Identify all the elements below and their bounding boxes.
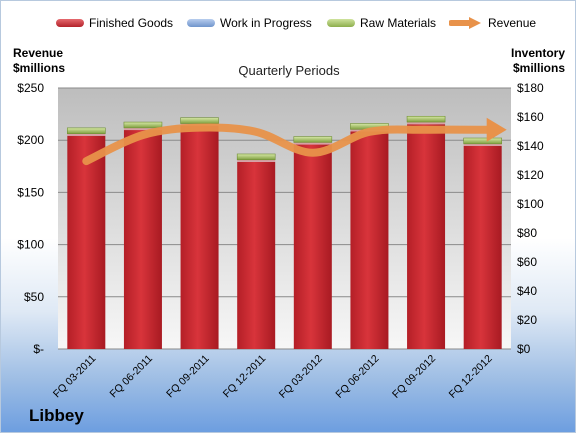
- chart-title: Quarterly Periods: [238, 63, 340, 78]
- right-axis-label-line2: $millions: [512, 61, 565, 75]
- legend-item-revenue: Revenue: [449, 16, 536, 30]
- bar-raw-materials: [67, 127, 106, 134]
- left-axis-label-line2: $millions: [13, 61, 66, 75]
- x-tick-label: FQ 03-2011: [51, 353, 99, 401]
- right-tick-label: $140: [517, 139, 544, 153]
- x-tick-label: FQ 06-2011: [107, 353, 155, 401]
- right-tick-label: $100: [517, 197, 544, 211]
- legend-swatch-finished: [56, 19, 84, 27]
- bar-raw-materials: [180, 117, 219, 124]
- bar-finished-goods: [350, 131, 389, 349]
- bar-work-in-progress: [463, 143, 502, 146]
- bar-finished-goods: [180, 125, 219, 349]
- revenue-line: [82, 123, 493, 166]
- bar-finished-goods: [463, 146, 502, 349]
- bar-finished-goods: [237, 161, 276, 349]
- bar-work-in-progress: [67, 133, 106, 136]
- x-tick-label: FQ 09-2011: [164, 353, 212, 401]
- bar-raw-materials: [463, 137, 502, 145]
- legend-item-raw: Raw Materials: [327, 16, 436, 30]
- right-tick-label: $80: [517, 226, 537, 240]
- bar-work-in-progress: [293, 142, 332, 145]
- left-tick-label: $150: [17, 185, 44, 199]
- legend-label-wip: Work in Progress: [220, 16, 312, 30]
- left-tick-label: $-: [33, 342, 44, 356]
- right-tick-label: $160: [517, 110, 544, 124]
- x-tick-label: FQ 06-2012: [333, 353, 381, 401]
- legend: Finished Goods Work in Progress Raw Mate…: [1, 16, 575, 34]
- x-tick-label: FQ 12-2012: [447, 353, 495, 401]
- left-tick-label: $250: [17, 81, 44, 95]
- bar-work-in-progress: [237, 159, 276, 162]
- left-axis-label: Revenue $millions: [13, 46, 65, 76]
- right-axis-label-line1: Inventory: [510, 46, 565, 60]
- x-tick-label: FQ 12-2011: [221, 353, 269, 401]
- left-axis-label-line1: Revenue: [13, 46, 64, 60]
- left-tick-label: $50: [24, 290, 44, 304]
- bar-finished-goods: [123, 130, 162, 349]
- right-tick-label: $180: [517, 81, 544, 95]
- bar-work-in-progress: [407, 122, 446, 125]
- bar-raw-materials: [406, 115, 446, 123]
- right-tick-label: $60: [517, 255, 537, 269]
- bar-raw-materials: [236, 153, 276, 161]
- right-tick-label: $0: [517, 342, 531, 356]
- bar-finished-goods: [67, 135, 106, 349]
- legend-swatch-wip: [187, 19, 215, 27]
- x-tick-label: FQ 09-2012: [390, 353, 438, 401]
- right-tick-label: $120: [517, 168, 544, 182]
- legend-item-wip: Work in Progress: [187, 16, 312, 30]
- revenue-arrowhead: [486, 117, 507, 142]
- bar-raw-materials: [123, 121, 163, 129]
- x-tick-label: FQ 03-2012: [277, 353, 325, 401]
- left-tick-label: $200: [17, 133, 44, 147]
- bar-raw-materials: [293, 136, 333, 143]
- right-tick-label: $20: [517, 313, 537, 327]
- legend-item-finished: Finished Goods: [56, 16, 173, 30]
- legend-arrow-icon: [449, 17, 481, 29]
- bar-finished-goods: [407, 124, 446, 349]
- legend-label-raw: Raw Materials: [360, 16, 437, 30]
- right-axis-label: Inventory $millions: [511, 46, 565, 76]
- right-tick-label: $40: [517, 284, 537, 298]
- bar-finished-goods: [293, 144, 332, 349]
- legend-swatch-raw: [327, 19, 355, 27]
- left-tick-label: $100: [17, 238, 44, 252]
- company-name: Libbey: [29, 406, 84, 425]
- legend-label-revenue: Revenue: [488, 16, 537, 30]
- bar-work-in-progress: [123, 127, 162, 131]
- legend-label-finished: Finished Goods: [89, 16, 174, 30]
